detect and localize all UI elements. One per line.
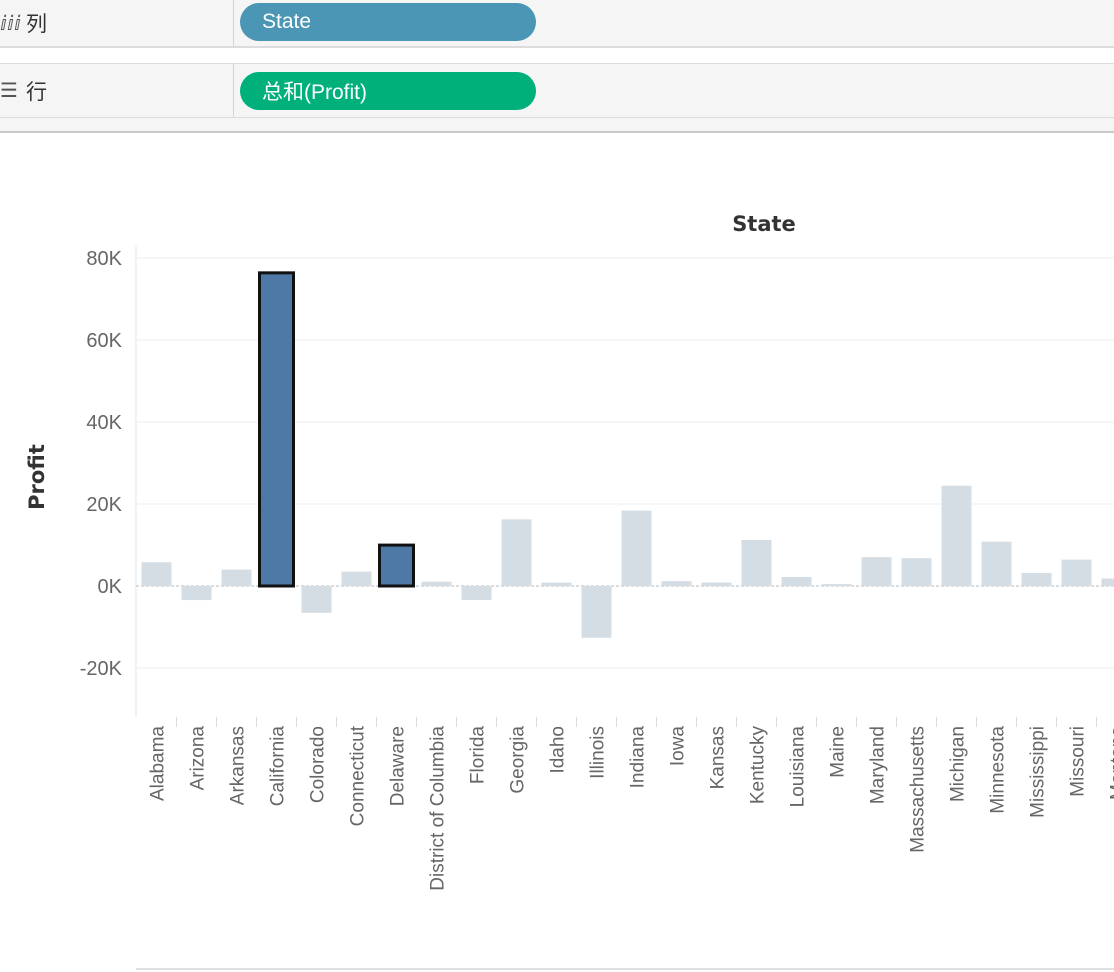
bar-minnesota[interactable]: [981, 541, 1012, 586]
y-axis-label: Profit: [25, 444, 49, 510]
x-tick-label: Kentucky: [748, 726, 769, 805]
bar-arkansas[interactable]: [221, 569, 252, 586]
x-tick-label: Montana: [1108, 726, 1114, 800]
bars: [141, 271, 1114, 638]
x-tick-label: Maryland: [868, 726, 889, 804]
bar-california[interactable]: [258, 271, 295, 588]
shelf-bottom-band: [0, 118, 1114, 133]
bar-kentucky[interactable]: [741, 540, 772, 586]
y-tick-label: -20K: [80, 658, 123, 680]
shelf-divider: [233, 64, 234, 117]
bar-mississippi[interactable]: [1021, 572, 1052, 586]
x-tick-label: Florida: [468, 726, 489, 785]
x-tick-label: Maine: [828, 726, 849, 778]
bar-kansas[interactable]: [701, 582, 732, 586]
x-tick-label: Colorado: [308, 726, 329, 803]
bar-idaho[interactable]: [541, 582, 572, 586]
bar-colorado[interactable]: [301, 586, 332, 613]
x-tick-label: Idaho: [548, 726, 569, 774]
bar-arizona[interactable]: [181, 586, 212, 601]
bar-iowa[interactable]: [661, 581, 692, 586]
bar-montana[interactable]: [1101, 578, 1114, 586]
x-tick-label: Indiana: [628, 726, 649, 789]
x-tick-label: California: [268, 726, 289, 807]
columns-shelf-label: ⅈⅈⅈ 列: [0, 0, 47, 46]
columns-icon: ⅈⅈⅈ: [0, 12, 22, 35]
x-tick-label: Mississippi: [1028, 726, 1049, 818]
x-tick-label: Minnesota: [988, 726, 1009, 814]
y-axis-ticks: -20K 0K 20K 40K 60K 80K: [80, 248, 123, 680]
bar-louisiana[interactable]: [781, 576, 812, 586]
bar-delaware[interactable]: [378, 543, 415, 588]
rows-icon: ☰: [0, 80, 18, 102]
bar-alabama[interactable]: [141, 562, 172, 586]
x-tick-label: Illinois: [588, 726, 609, 779]
y-tick-label: 60K: [86, 330, 122, 352]
rows-shelf: ☰ 行 总和(Profit): [0, 63, 1114, 119]
bar-indiana[interactable]: [621, 510, 652, 586]
x-tick-label: Missouri: [1068, 726, 1089, 797]
y-tick-label: 20K: [86, 494, 122, 516]
bar-massachusetts[interactable]: [901, 558, 932, 586]
y-tick-label: 40K: [86, 412, 122, 434]
rows-shelf-text: 行: [26, 80, 47, 104]
columns-shelf: ⅈⅈⅈ 列 State: [0, 0, 1114, 48]
profit-pill[interactable]: 总和(Profit): [240, 72, 536, 110]
chart-title: State: [732, 212, 796, 236]
x-tick-label: Louisiana: [788, 726, 809, 808]
bar-maryland[interactable]: [861, 557, 892, 586]
bar-connecticut[interactable]: [341, 571, 372, 586]
columns-shelf-text: 列: [26, 13, 47, 36]
y-tick-label: 0K: [98, 576, 123, 598]
x-tick-label: Alabama: [148, 726, 169, 801]
x-tick-label: Iowa: [668, 726, 689, 767]
shelf-divider: [233, 0, 234, 46]
x-tick-label: Connecticut: [348, 725, 369, 826]
rows-shelf-label: ☰ 行: [0, 64, 47, 117]
shelf-gap: [0, 48, 1114, 63]
x-tick-label: Arizona: [188, 726, 209, 791]
x-tick-label: District of Columbia: [428, 726, 449, 891]
y-tick-label: 80K: [86, 248, 122, 270]
x-tick-label: Kansas: [708, 726, 729, 789]
x-tick-label: Massachusetts: [908, 726, 929, 853]
bar-missouri[interactable]: [1061, 559, 1092, 586]
x-tick-label: Delaware: [388, 726, 409, 806]
bar-georgia[interactable]: [501, 519, 532, 586]
bar-michigan[interactable]: [941, 485, 972, 586]
x-tick-label: Michigan: [948, 726, 969, 802]
bar-illinois[interactable]: [581, 586, 612, 638]
bar-district-of-columbia[interactable]: [421, 581, 452, 586]
x-tick-label: Georgia: [508, 726, 529, 794]
bar-florida[interactable]: [461, 586, 492, 600]
bar-maine[interactable]: [821, 584, 852, 586]
x-axis-labels: Alabama Arizona Arkansas California Colorado…: [148, 725, 1114, 890]
x-tick-label: Arkansas: [228, 726, 249, 805]
state-pill[interactable]: State: [240, 3, 536, 41]
